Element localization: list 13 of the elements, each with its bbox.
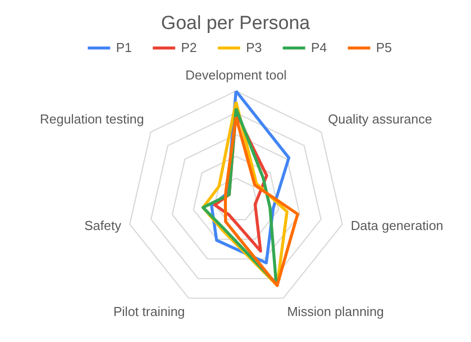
chart-title: Goal per Persona <box>161 13 310 34</box>
legend-label: P2 <box>181 40 197 55</box>
spoke-label: Quality assurance <box>328 112 432 127</box>
spoke-label: Pilot training <box>113 304 185 320</box>
spoke-label: Data generation <box>350 218 444 234</box>
legend-label: P4 <box>311 40 327 55</box>
legend-label: P1 <box>116 40 132 55</box>
spoke-label: Development tool <box>185 67 287 82</box>
spoke-label: Safety <box>84 218 122 234</box>
spoke-label: Regulation testing <box>40 112 144 127</box>
legend-label: P5 <box>376 40 392 55</box>
spoke-label: Mission planning <box>287 304 384 320</box>
legend-label: P3 <box>246 40 262 55</box>
